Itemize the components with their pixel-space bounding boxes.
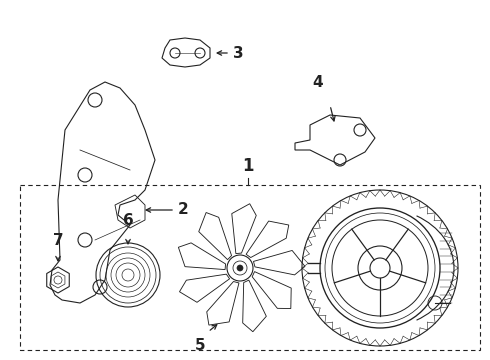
Circle shape — [237, 265, 243, 271]
Text: 1: 1 — [242, 157, 254, 175]
Text: 3: 3 — [233, 45, 244, 60]
Bar — [20, 185, 480, 350]
Text: 2: 2 — [178, 202, 189, 217]
Text: 7: 7 — [53, 233, 63, 248]
Text: 6: 6 — [122, 213, 133, 228]
Text: 5: 5 — [195, 338, 205, 353]
Text: 4: 4 — [313, 75, 323, 90]
